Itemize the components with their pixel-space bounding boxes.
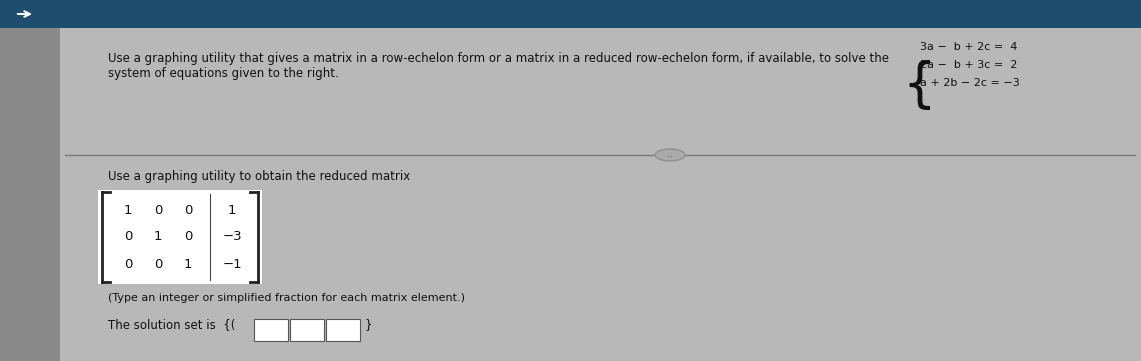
Text: Use a graphing utility that gives a matrix in a row-echelon form or a matrix in : Use a graphing utility that gives a matr… <box>108 52 889 65</box>
Text: 3a −  b + 2c =  4: 3a − b + 2c = 4 <box>920 42 1018 52</box>
Text: 0: 0 <box>184 231 192 244</box>
Text: Use a graphing utility to obtain the reduced matrix: Use a graphing utility to obtain the red… <box>108 170 411 183</box>
Text: −1: −1 <box>222 257 242 270</box>
Text: 1: 1 <box>228 204 236 217</box>
FancyBboxPatch shape <box>326 319 361 341</box>
Text: −3: −3 <box>222 231 242 244</box>
Text: system of equations given to the right.: system of equations given to the right. <box>108 67 339 80</box>
FancyBboxPatch shape <box>0 0 1141 28</box>
Text: 2a −  b + 3c =  2: 2a − b + 3c = 2 <box>920 60 1018 70</box>
Text: 0: 0 <box>184 204 192 217</box>
Text: 0: 0 <box>154 204 162 217</box>
FancyBboxPatch shape <box>290 319 324 341</box>
Text: 0: 0 <box>124 231 132 244</box>
FancyBboxPatch shape <box>254 319 288 341</box>
Text: ...: ... <box>666 152 673 158</box>
FancyBboxPatch shape <box>98 190 262 284</box>
Text: (Type an integer or simplified fraction for each matrix element.): (Type an integer or simplified fraction … <box>108 293 466 303</box>
Text: The solution set is  {(: The solution set is {( <box>108 318 235 331</box>
Text: 1: 1 <box>184 257 192 270</box>
Ellipse shape <box>655 149 685 161</box>
Text: 1: 1 <box>123 204 132 217</box>
Text: {: { <box>903 60 936 112</box>
Text: 1: 1 <box>154 231 162 244</box>
FancyBboxPatch shape <box>60 28 1141 361</box>
Text: 0: 0 <box>154 257 162 270</box>
Text: }: } <box>365 318 372 331</box>
Text: 0: 0 <box>124 257 132 270</box>
Text: a + 2b − 2c = −3: a + 2b − 2c = −3 <box>920 78 1020 88</box>
